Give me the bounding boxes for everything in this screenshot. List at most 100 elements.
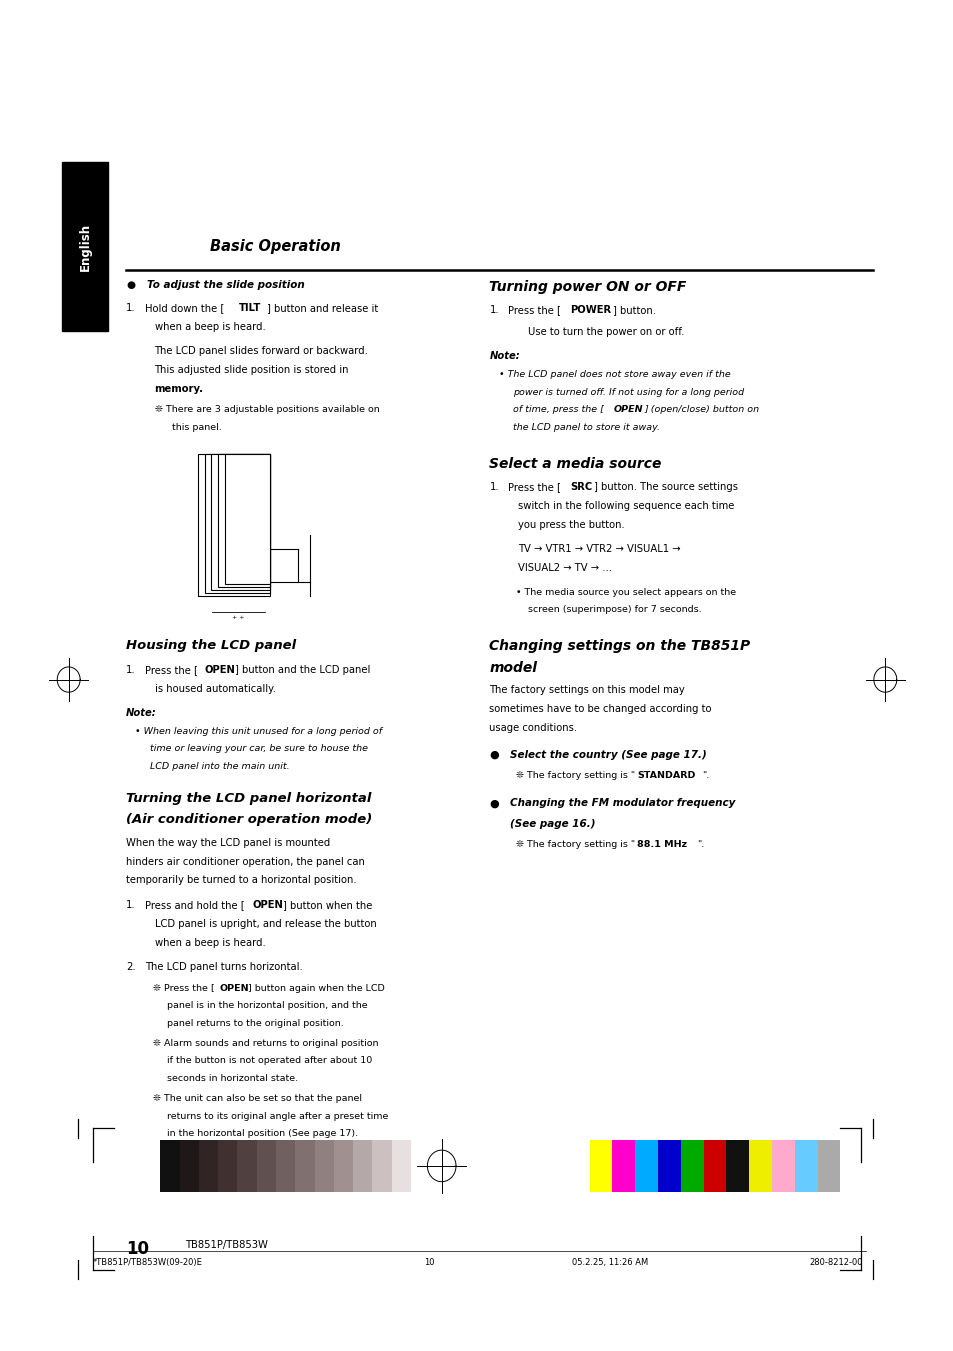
Bar bbox=[160, 1140, 179, 1192]
Bar bbox=[198, 1140, 218, 1192]
Text: ●: ● bbox=[489, 750, 498, 759]
Text: when a beep is heard.: when a beep is heard. bbox=[154, 938, 265, 947]
Text: This adjusted slide position is stored in: This adjusted slide position is stored i… bbox=[154, 365, 349, 374]
Text: ❊ The factory setting is ": ❊ The factory setting is " bbox=[516, 840, 635, 850]
Bar bbox=[817, 1140, 840, 1192]
Text: 1.: 1. bbox=[489, 305, 498, 315]
Text: Basic Operation: Basic Operation bbox=[210, 239, 340, 254]
Text: Note:: Note: bbox=[489, 351, 519, 361]
Text: is housed automatically.: is housed automatically. bbox=[154, 684, 275, 693]
Text: panel is in the horizontal position, and the: panel is in the horizontal position, and… bbox=[167, 1001, 367, 1011]
Text: LCD panel into the main unit.: LCD panel into the main unit. bbox=[150, 762, 289, 771]
Text: returns to its original angle after a preset time: returns to its original angle after a pr… bbox=[167, 1112, 388, 1121]
Bar bbox=[314, 1140, 334, 1192]
Bar bbox=[411, 1140, 430, 1192]
Text: ] button again when the LCD: ] button again when the LCD bbox=[248, 984, 384, 993]
Text: Press and hold the [: Press and hold the [ bbox=[145, 900, 245, 909]
Text: Select the country (See page 17.): Select the country (See page 17.) bbox=[510, 750, 706, 759]
Text: 10: 10 bbox=[126, 1240, 149, 1258]
Text: + +: + + bbox=[232, 615, 245, 620]
Bar bbox=[218, 1140, 237, 1192]
Text: ❊ There are 3 adjustable positions available on: ❊ There are 3 adjustable positions avail… bbox=[154, 405, 379, 415]
Text: English: English bbox=[78, 223, 91, 270]
Text: 10: 10 bbox=[423, 1258, 435, 1267]
Text: power is turned off. If not using for a long period: power is turned off. If not using for a … bbox=[513, 388, 743, 397]
Bar bbox=[353, 1140, 372, 1192]
Text: OPEN: OPEN bbox=[219, 984, 249, 993]
Bar bbox=[334, 1140, 353, 1192]
Text: screen (superimpose) for 7 seconds.: screen (superimpose) for 7 seconds. bbox=[527, 605, 700, 615]
Text: Turning the LCD panel horizontal: Turning the LCD panel horizontal bbox=[126, 792, 371, 805]
Text: 2.: 2. bbox=[126, 962, 135, 971]
Bar bbox=[256, 1140, 275, 1192]
Text: time or leaving your car, be sure to house the: time or leaving your car, be sure to hou… bbox=[150, 744, 368, 754]
Bar bbox=[237, 1140, 256, 1192]
Bar bbox=[392, 1140, 411, 1192]
Text: ] (open/close) button on: ] (open/close) button on bbox=[643, 405, 759, 415]
Text: ●: ● bbox=[489, 798, 498, 808]
Text: Select a media source: Select a media source bbox=[489, 457, 661, 470]
Text: The LCD panel slides forward or backward.: The LCD panel slides forward or backward… bbox=[154, 346, 368, 355]
Text: seconds in horizontal state.: seconds in horizontal state. bbox=[167, 1074, 297, 1084]
Bar bbox=[62, 162, 108, 331]
Text: The LCD panel turns horizontal.: The LCD panel turns horizontal. bbox=[145, 962, 302, 971]
Text: sometimes have to be changed according to: sometimes have to be changed according t… bbox=[489, 704, 711, 713]
Text: LCD panel is upright, and release the button: LCD panel is upright, and release the bu… bbox=[154, 919, 375, 928]
Text: OPEN: OPEN bbox=[613, 405, 642, 415]
Text: ] button when the: ] button when the bbox=[283, 900, 373, 909]
Text: 280-8212-00: 280-8212-00 bbox=[809, 1258, 862, 1267]
Text: *TB851P/TB853W(09-20)E: *TB851P/TB853W(09-20)E bbox=[92, 1258, 202, 1267]
Bar bbox=[771, 1140, 794, 1192]
Text: of time, press the [: of time, press the [ bbox=[513, 405, 603, 415]
Text: memory.: memory. bbox=[154, 384, 203, 393]
Text: ".: ". bbox=[697, 840, 704, 850]
Text: ❊ Alarm sounds and returns to original position: ❊ Alarm sounds and returns to original p… bbox=[152, 1039, 377, 1048]
Text: Use to turn the power on or off.: Use to turn the power on or off. bbox=[527, 327, 683, 336]
Text: 05.2.25, 11:26 AM: 05.2.25, 11:26 AM bbox=[572, 1258, 648, 1267]
Text: VISUAL2 → TV → ...: VISUAL2 → TV → ... bbox=[517, 563, 612, 573]
Text: Turning power ON or OFF: Turning power ON or OFF bbox=[489, 280, 686, 293]
Text: when a beep is heard.: when a beep is heard. bbox=[154, 322, 265, 331]
Text: The factory settings on this model may: The factory settings on this model may bbox=[489, 685, 684, 694]
Text: ] button.: ] button. bbox=[613, 305, 656, 315]
Text: model: model bbox=[489, 661, 537, 674]
Bar bbox=[612, 1140, 635, 1192]
Text: this panel.: this panel. bbox=[172, 423, 221, 432]
Text: usage conditions.: usage conditions. bbox=[489, 723, 577, 732]
Text: ] button and release it: ] button and release it bbox=[267, 303, 378, 312]
Text: you press the button.: you press the button. bbox=[517, 520, 624, 530]
Text: TILT: TILT bbox=[238, 303, 260, 312]
Text: 88.1 MHz: 88.1 MHz bbox=[637, 840, 687, 850]
Text: Housing the LCD panel: Housing the LCD panel bbox=[126, 639, 295, 653]
Text: ".: ". bbox=[701, 771, 709, 781]
Text: Hold down the [: Hold down the [ bbox=[145, 303, 224, 312]
Bar bbox=[197, 454, 269, 596]
Text: SRC: SRC bbox=[570, 482, 592, 492]
Bar bbox=[703, 1140, 725, 1192]
Bar bbox=[725, 1140, 748, 1192]
Text: ❊ The unit can also be set so that the panel: ❊ The unit can also be set so that the p… bbox=[152, 1094, 361, 1104]
Bar bbox=[658, 1140, 680, 1192]
Bar bbox=[275, 1140, 294, 1192]
Bar bbox=[204, 454, 269, 593]
Text: in the horizontal position (See page 17).: in the horizontal position (See page 17)… bbox=[167, 1129, 357, 1139]
Bar bbox=[295, 1140, 314, 1192]
Bar bbox=[635, 1140, 658, 1192]
Bar bbox=[179, 1140, 198, 1192]
Text: When the way the LCD panel is mounted: When the way the LCD panel is mounted bbox=[126, 838, 330, 847]
Text: the LCD panel to store it away.: the LCD panel to store it away. bbox=[513, 423, 659, 432]
Text: OPEN: OPEN bbox=[204, 665, 234, 674]
Text: OPEN: OPEN bbox=[253, 900, 283, 909]
Text: Changing settings on the TB851P: Changing settings on the TB851P bbox=[489, 639, 750, 653]
Text: ●: ● bbox=[126, 280, 134, 289]
Bar bbox=[372, 1140, 392, 1192]
Text: ❊ Press the [: ❊ Press the [ bbox=[152, 984, 214, 993]
Text: (See page 16.): (See page 16.) bbox=[510, 819, 596, 828]
Bar bbox=[589, 1140, 612, 1192]
Text: 1.: 1. bbox=[126, 900, 135, 909]
Text: POWER: POWER bbox=[570, 305, 611, 315]
Bar bbox=[212, 454, 269, 590]
Text: panel returns to the original position.: panel returns to the original position. bbox=[167, 1019, 343, 1028]
Text: ] button and the LCD panel: ] button and the LCD panel bbox=[234, 665, 370, 674]
Text: Note:: Note: bbox=[126, 708, 156, 717]
